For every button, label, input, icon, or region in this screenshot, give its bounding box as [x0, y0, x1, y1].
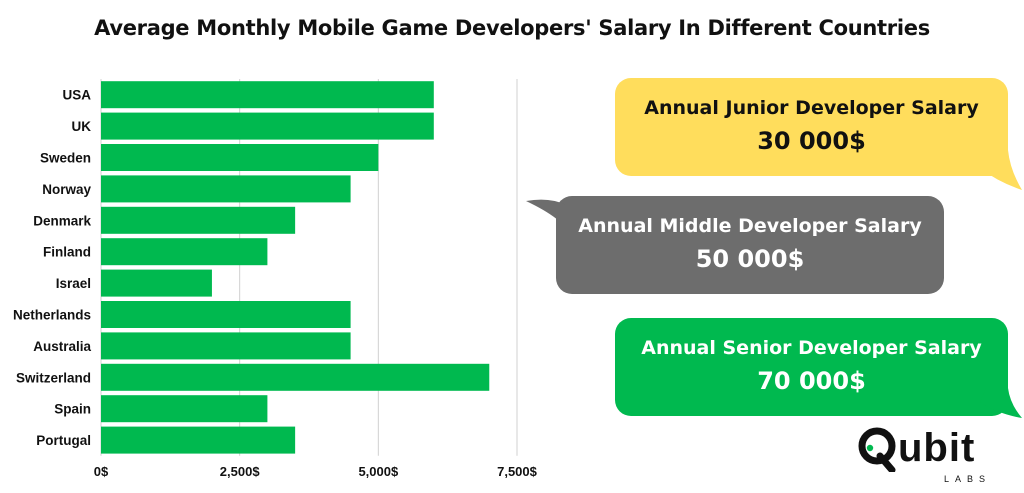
x-tick-label: 2,500$	[220, 464, 261, 479]
x-tick-label: 0$	[94, 464, 109, 479]
senior-salary-title: Annual Senior Developer Salary	[641, 337, 982, 359]
category-label: USA	[62, 88, 91, 103]
junior-salary-bubble: Annual Junior Developer Salary 30 000$	[615, 78, 1008, 176]
bar-uk	[101, 112, 434, 140]
category-label: Australia	[33, 339, 91, 354]
category-label: Finland	[43, 245, 91, 260]
chart-title: Average Monthly Mobile Game Developers' …	[94, 16, 930, 40]
bar-spain	[101, 395, 268, 423]
bar-denmark	[101, 206, 296, 234]
category-label: Spain	[54, 402, 91, 417]
bar-usa	[101, 81, 434, 109]
q-logo-icon	[858, 427, 896, 472]
category-label: Denmark	[33, 213, 91, 228]
bar-portugal	[101, 426, 296, 454]
qubit-labs-logo: ubit LABS	[858, 424, 1008, 490]
bar-sweden	[101, 144, 379, 171]
senior-bubble-tail	[980, 388, 1022, 418]
junior-salary-value: 30 000$	[757, 127, 866, 155]
category-label: Norway	[42, 182, 91, 197]
middle-bubble-tail	[526, 199, 570, 235]
category-label: Sweden	[40, 151, 91, 166]
bar-netherlands	[101, 301, 351, 328]
x-tick-label: 5,000$	[358, 464, 399, 479]
x-tick-label: 7,500$	[497, 464, 538, 479]
bar-switzerland	[101, 363, 490, 391]
middle-salary-value: 50 000$	[695, 245, 805, 273]
logo-subtext: LABS	[944, 474, 992, 484]
category-label: UK	[72, 119, 92, 134]
junior-salary-title: Annual Junior Developer Salary	[644, 97, 979, 119]
middle-salary-bubble: Annual Middle Developer Salary 50 000$	[556, 196, 944, 294]
middle-salary-title: Annual Middle Developer Salary	[578, 215, 922, 237]
bar-israel	[101, 269, 212, 297]
logo-wordmark: ubit	[898, 426, 976, 470]
category-label: Israel	[56, 276, 91, 291]
bar-finland	[101, 238, 268, 266]
senior-salary-bubble: Annual Senior Developer Salary 70 000$	[615, 318, 1008, 416]
bar-australia	[101, 332, 351, 360]
bar-norway	[101, 175, 351, 203]
junior-bubble-tail	[980, 150, 1022, 190]
category-label: Portugal	[36, 433, 91, 448]
category-label: Netherlands	[13, 308, 91, 323]
category-label: Switzerland	[16, 370, 91, 385]
senior-salary-value: 70 000$	[757, 367, 866, 395]
